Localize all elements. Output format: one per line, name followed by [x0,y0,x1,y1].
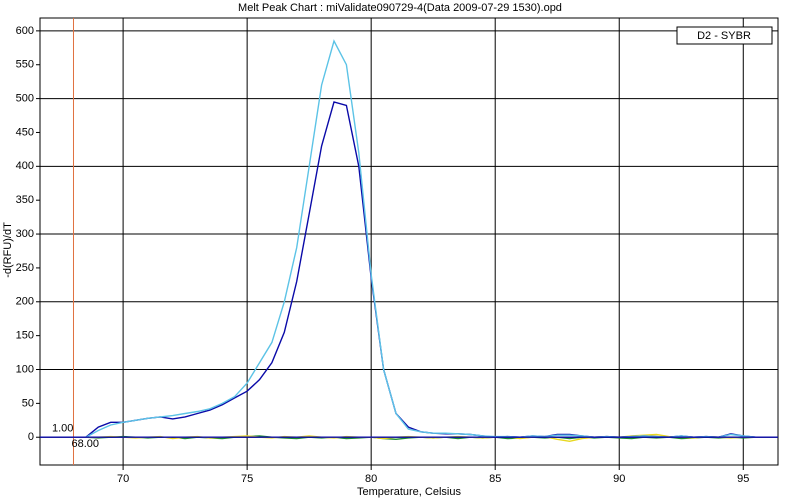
x-tick-label: 90 [613,473,625,485]
x-axis-label: Temperature, Celsius [357,486,461,498]
chart-title: Melt Peak Chart : miValidate090729-4(Dat… [238,2,562,14]
y-tick-label: 350 [16,194,34,206]
series-line [85,39,756,438]
y-axis-label: -d(RFU)/dT [2,222,14,278]
y-tick-label: 100 [16,363,34,375]
x-tick-label: 85 [489,473,501,485]
legend-label: D2 - SYBR [697,30,751,42]
x-tick-label: 80 [365,473,377,485]
x-tick-label: 95 [737,473,749,485]
y-tick-label: 250 [16,262,34,274]
legend-box [676,26,773,45]
y-tick-label: 450 [16,126,34,138]
x-tick-label: 70 [117,473,129,485]
x-tick-label: 75 [241,473,253,485]
threshold-label: 1.00 [52,422,73,434]
plot-area [39,17,779,466]
y-tick-label: 300 [16,228,34,240]
y-tick-label: 550 [16,59,34,71]
y-tick-label: 400 [16,160,34,172]
marker-label: 68.00 [71,438,99,450]
y-tick-label: 50 [22,397,34,409]
y-tick-label: 600 [16,25,34,37]
y-tick-label: 500 [16,93,34,105]
y-tick-label: 0 [28,431,34,443]
y-tick-label: 200 [16,296,34,308]
y-tick-label: 150 [16,330,34,342]
